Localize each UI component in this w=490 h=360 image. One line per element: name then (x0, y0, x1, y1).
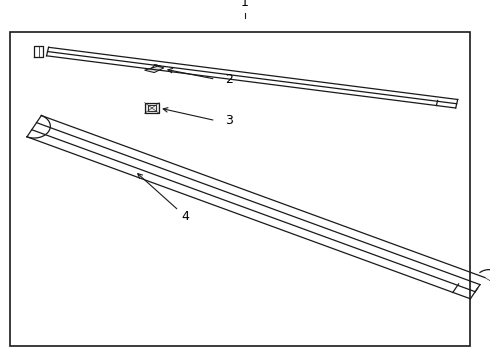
Bar (148, 105, 156, 111)
Bar (10, 32, 470, 346)
Text: 3: 3 (225, 114, 233, 127)
Text: 2: 2 (225, 73, 233, 86)
Polygon shape (145, 66, 164, 73)
Text: 1: 1 (241, 0, 249, 9)
Bar (145, 103, 159, 113)
Text: 4: 4 (181, 210, 189, 222)
